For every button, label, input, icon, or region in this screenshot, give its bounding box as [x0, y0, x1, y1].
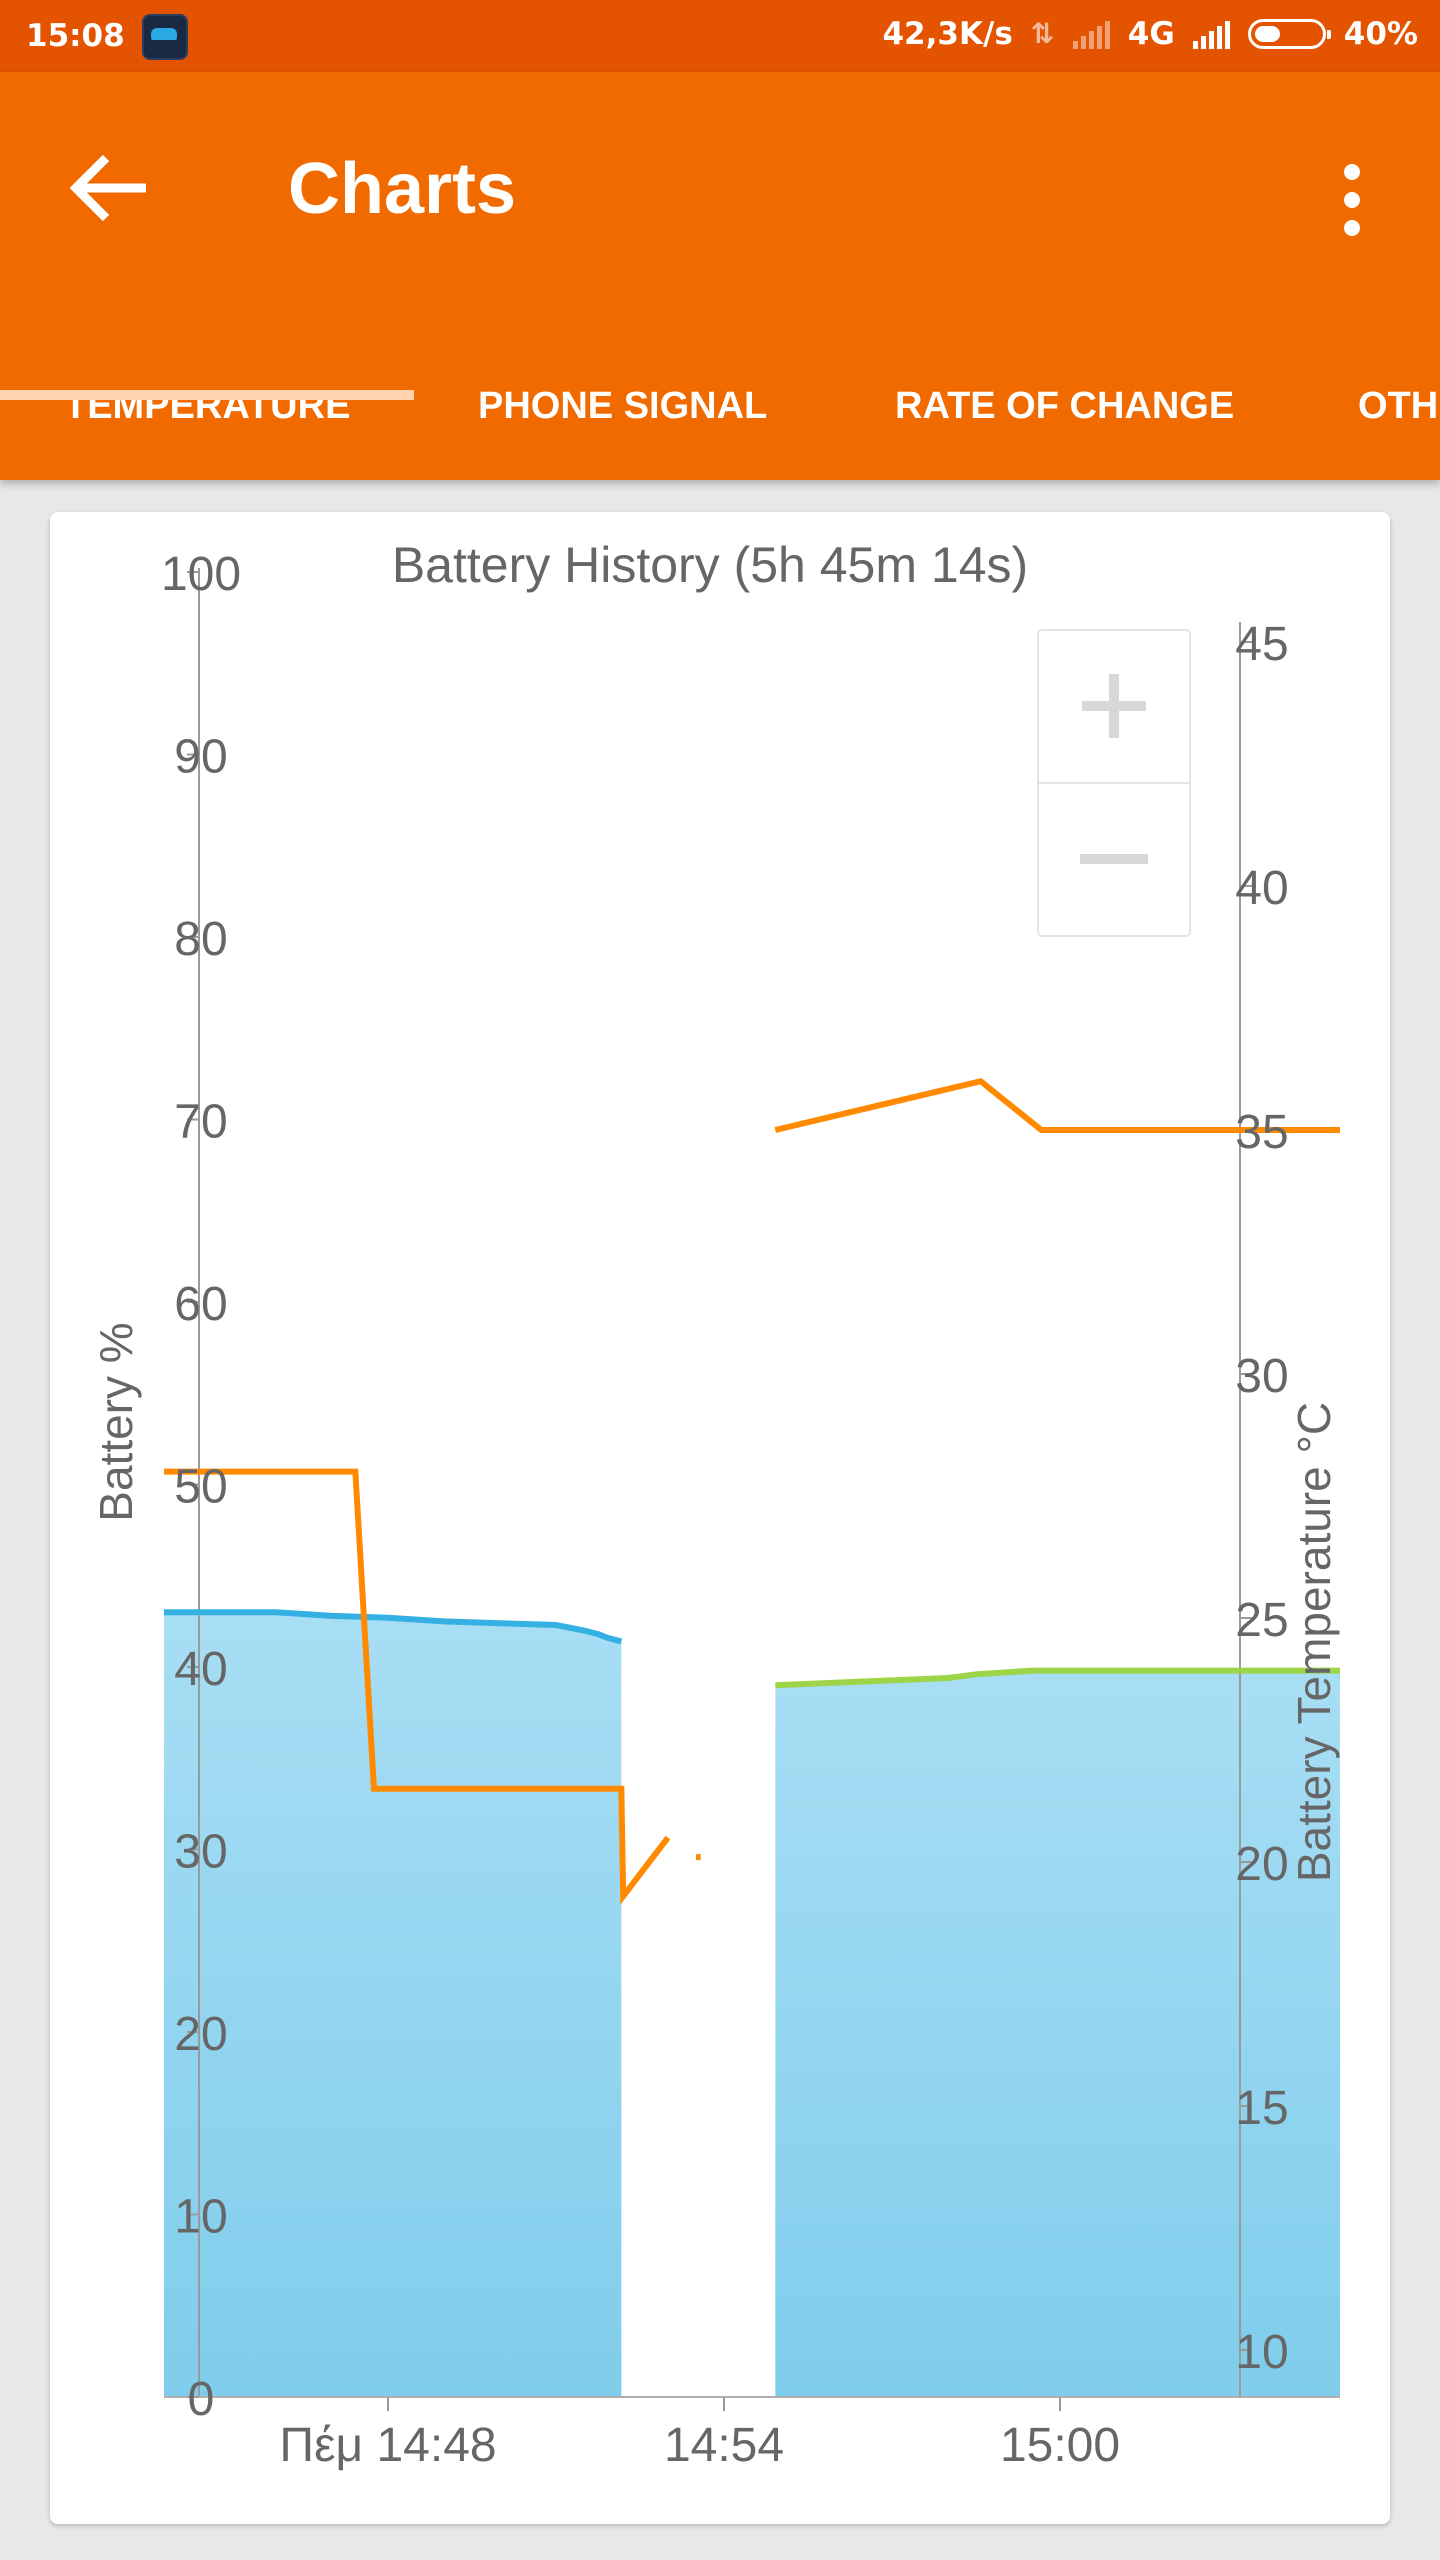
- battery-area-segment: [775, 1670, 1340, 2397]
- sim1-signal-icon: [1072, 19, 1110, 49]
- y-tick-label: 30: [174, 1826, 227, 1879]
- y2-tick-label: 20: [1235, 1838, 1288, 1891]
- back-button[interactable]: [60, 138, 160, 238]
- y-tick-label: 70: [174, 1096, 227, 1149]
- tab-rate-of-change[interactable]: RATE OF CHANGE: [895, 384, 1235, 427]
- zoom-out-button[interactable]: [1040, 784, 1188, 934]
- sim2-signal-icon: [1192, 19, 1230, 49]
- zoom-in-icon: [1082, 674, 1146, 738]
- tab-phone-signal[interactable]: PHONE SIGNAL: [478, 384, 768, 427]
- arrow-back-icon: [69, 154, 146, 222]
- battery-icon: [1247, 19, 1331, 49]
- status-time: 15:08: [26, 18, 125, 54]
- tab-temperature[interactable]: TEMPERATURE: [64, 384, 351, 427]
- network-type: 4G: [1127, 16, 1175, 52]
- tab-other[interactable]: OTHER: [1358, 384, 1440, 427]
- battery-percent: 40%: [1343, 16, 1418, 52]
- y2-tick-label: 45: [1235, 618, 1288, 671]
- x-tick-label: 14:54: [664, 2419, 784, 2472]
- y-tick-label: 100: [161, 548, 241, 601]
- y-tick-label: 20: [174, 2008, 227, 2061]
- y-tick-label: 60: [174, 1278, 227, 1331]
- y2-tick-label: 10: [1235, 2326, 1288, 2379]
- y2-tick-label: 30: [1235, 1350, 1288, 1403]
- overflow-menu-button[interactable]: [1310, 150, 1390, 250]
- y-tick-label: 80: [174, 913, 227, 966]
- y-tick-label: 0: [188, 2373, 215, 2426]
- temperature-line-segment: [774, 1077, 1340, 1133]
- data-activity-icon: [1031, 17, 1055, 50]
- page-title: Charts: [288, 149, 517, 229]
- notification-app-icon: [142, 14, 188, 60]
- y2-tick-label: 25: [1235, 1594, 1288, 1647]
- y-tick-label: 90: [174, 731, 227, 784]
- y-tick-label: 50: [174, 1461, 227, 1514]
- x-tick-label: Πέμ 14:48: [279, 2419, 496, 2472]
- more-vert-icon: [1344, 164, 1360, 236]
- tab-selected-indicator: [0, 390, 414, 400]
- y2-tick-label: 15: [1235, 2082, 1288, 2135]
- status-indicators: 42,3K/s 4G 40%: [882, 16, 1418, 52]
- y2-axis-label: Battery Temperature °C: [1288, 1402, 1340, 1882]
- tab-bar: TEMPERATURE PHONE SIGNAL RATE OF CHANGE …: [0, 340, 1440, 480]
- y-tick-label: 40: [174, 1643, 227, 1696]
- chart-title: Battery History (5h 45m 14s): [392, 537, 1028, 593]
- battery-area-segment: [164, 1612, 622, 2397]
- battery-history-chart[interactable]: 0 10 20 30 40 50 60 70 80 90 100 10 15 20 25 30 35 40 45 Πέ…: [50, 512, 1390, 2524]
- battery-level-fill: [1254, 26, 1280, 42]
- app-bar: Charts TEMPERATURE PHONE SIGNAL RATE OF …: [0, 72, 1440, 480]
- battery-line-segment: [164, 1609, 623, 1645]
- zoom-in-button[interactable]: [1040, 632, 1188, 782]
- y2-tick-label: 35: [1235, 1106, 1288, 1159]
- status-bar: 15:08 42,3K/s 4G 40%: [0, 0, 1440, 72]
- temperature-line-segment: [164, 1468, 671, 1905]
- y2-tick-label: 40: [1235, 862, 1288, 915]
- y-axis-label: Battery %: [90, 1322, 142, 1521]
- y-tick-label: 10: [174, 2191, 227, 2244]
- network-speed: 42,3K/s: [882, 16, 1013, 52]
- zoom-controls: [1037, 629, 1191, 937]
- battery-line-segment: [775, 1667, 1340, 1689]
- x-tick-label: 15:00: [1000, 2419, 1120, 2472]
- chart-card: 0 10 20 30 40 50 60 70 80 90 100 10 15 20 25 30 35 40 45 Πέ…: [50, 512, 1390, 2524]
